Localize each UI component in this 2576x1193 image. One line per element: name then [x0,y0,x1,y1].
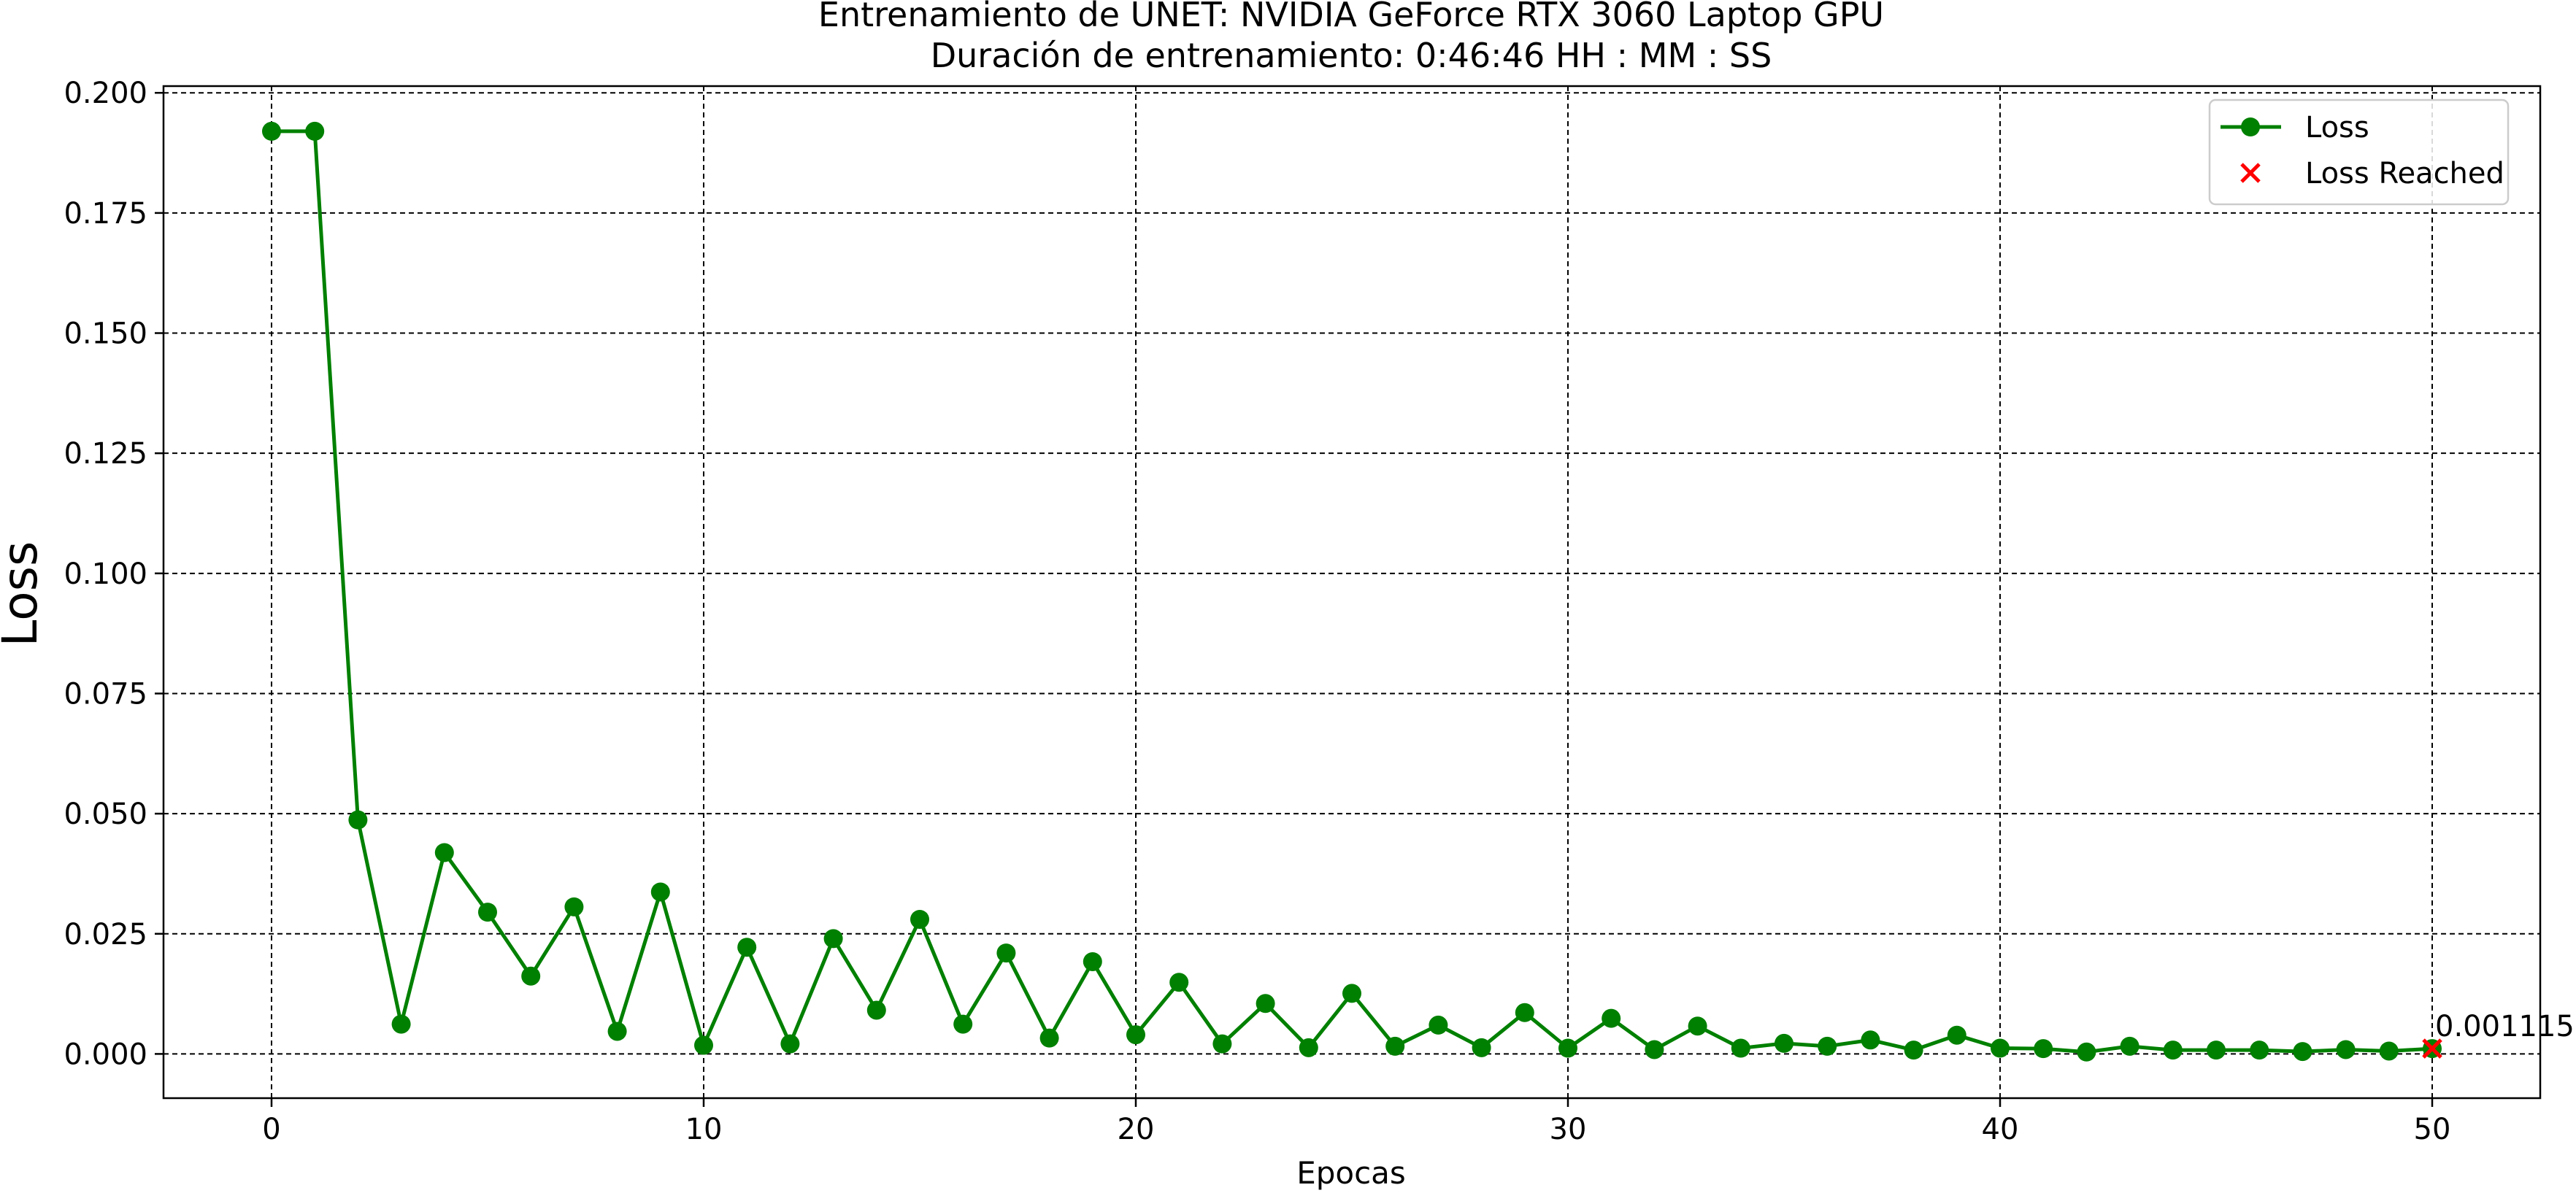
loss-point [2120,1036,2139,1056]
legend-box [2208,99,2510,206]
loss-point [780,1034,800,1054]
loss-point [1947,1025,1966,1045]
loss-point [1429,1015,1448,1035]
y-tick-label: 0.175 [64,197,147,231]
y-tick-label: 0.200 [64,77,147,110]
loss-point [1688,1016,1707,1036]
loss-point [1991,1038,2010,1058]
loss-point [1083,951,1102,971]
loss-point [1299,1038,1318,1057]
loss-point [2336,1040,2356,1059]
loss-point [1775,1033,1793,1053]
loss-point [2250,1041,2269,1060]
loss-point [1818,1036,1837,1056]
loss-point [478,903,497,922]
loss-point [1385,1036,1405,1056]
loss-reached-point [2422,1038,2442,1059]
loss-point [1212,1034,1232,1054]
x-tick-label: 10 [685,1113,723,1146]
loss-point [1645,1040,1664,1059]
loss-point [2379,1041,2399,1061]
loss-markers [262,121,2442,1062]
x-tick-label: 50 [2414,1113,2451,1146]
loss-point [823,929,843,949]
y-tick-label: 0.075 [64,677,147,711]
y-tick-label: 0.025 [64,918,147,951]
legend-loss-label: Loss [2305,111,2369,144]
loss-point [996,943,1016,963]
loss-point [1558,1038,1577,1058]
loss-point [1861,1030,1880,1050]
loss-point [1472,1038,1491,1057]
y-tick-label: 0.125 [64,437,147,471]
plot-frame [162,85,2542,1100]
chart-subtitle: Duración de entrenamiento: 0:46:46 HH : … [931,36,1772,75]
loss-point [953,1014,973,1034]
x-tick-label: 0 [262,1113,280,1146]
y-tick-label: 0.100 [64,557,147,591]
loss-point [1904,1041,1923,1060]
loss-point [910,910,929,930]
x-tick-label: 20 [1118,1113,1155,1146]
final-loss-annotation: 0.001115 [2435,1010,2575,1043]
loss-point [564,897,584,916]
loss-point [348,810,368,830]
loss-point [1169,973,1189,992]
loss-point [2077,1042,2096,1062]
loss-point [2293,1042,2312,1062]
loss-point [866,1000,886,1020]
y-tick-label: 0.150 [64,317,147,351]
loss-point [262,121,281,141]
x-tick-label: 30 [1550,1113,1587,1146]
loss-point [2034,1039,2053,1059]
legend-loss-reached-label: Loss Reached [2305,157,2504,190]
loss-point [1342,984,1361,1003]
loss-point [1126,1025,1145,1045]
loss-point [434,843,454,862]
legend: Loss Loss Reached [2208,99,2510,206]
x-tick-label: 40 [1982,1113,2019,1146]
grid-lines [164,86,2540,1098]
axis-ticks: 0 10 20 30 40 50 0.000 0.025 0.050 0.075 0.100 0.12… [64,77,2450,1146]
loss-point [391,1014,411,1034]
loss-point [305,121,325,141]
y-tick-label: 0.050 [64,798,147,831]
loss-point [2163,1041,2183,1060]
legend-loss-marker-icon [2241,117,2260,136]
loss-reached-stroke [2422,1038,2442,1059]
loss-point [650,882,670,902]
loss-point [521,966,541,986]
y-axis-label: Loss [0,541,48,647]
loss-point [1515,1003,1534,1022]
loss-point [1039,1028,1059,1048]
loss-point [2207,1041,2226,1060]
loss-point [607,1022,627,1041]
chart-title: Entrenamiento de UNET: NVIDIA GeForce RT… [818,0,1884,34]
legend-loss-reached-x-icon [2240,163,2261,183]
x-axis-label: Epocas [1296,1155,1406,1191]
loss-point [737,938,757,957]
y-tick-label: 0.000 [64,1038,147,1071]
loss-point [1602,1008,1621,1028]
loss-reached-markers [2422,1038,2442,1059]
loss-point [694,1035,713,1055]
loss-point [1731,1038,1750,1058]
loss-point [1256,994,1275,1014]
